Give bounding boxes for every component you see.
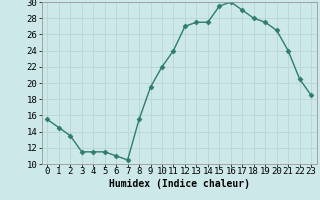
X-axis label: Humidex (Indice chaleur): Humidex (Indice chaleur) [109,179,250,189]
